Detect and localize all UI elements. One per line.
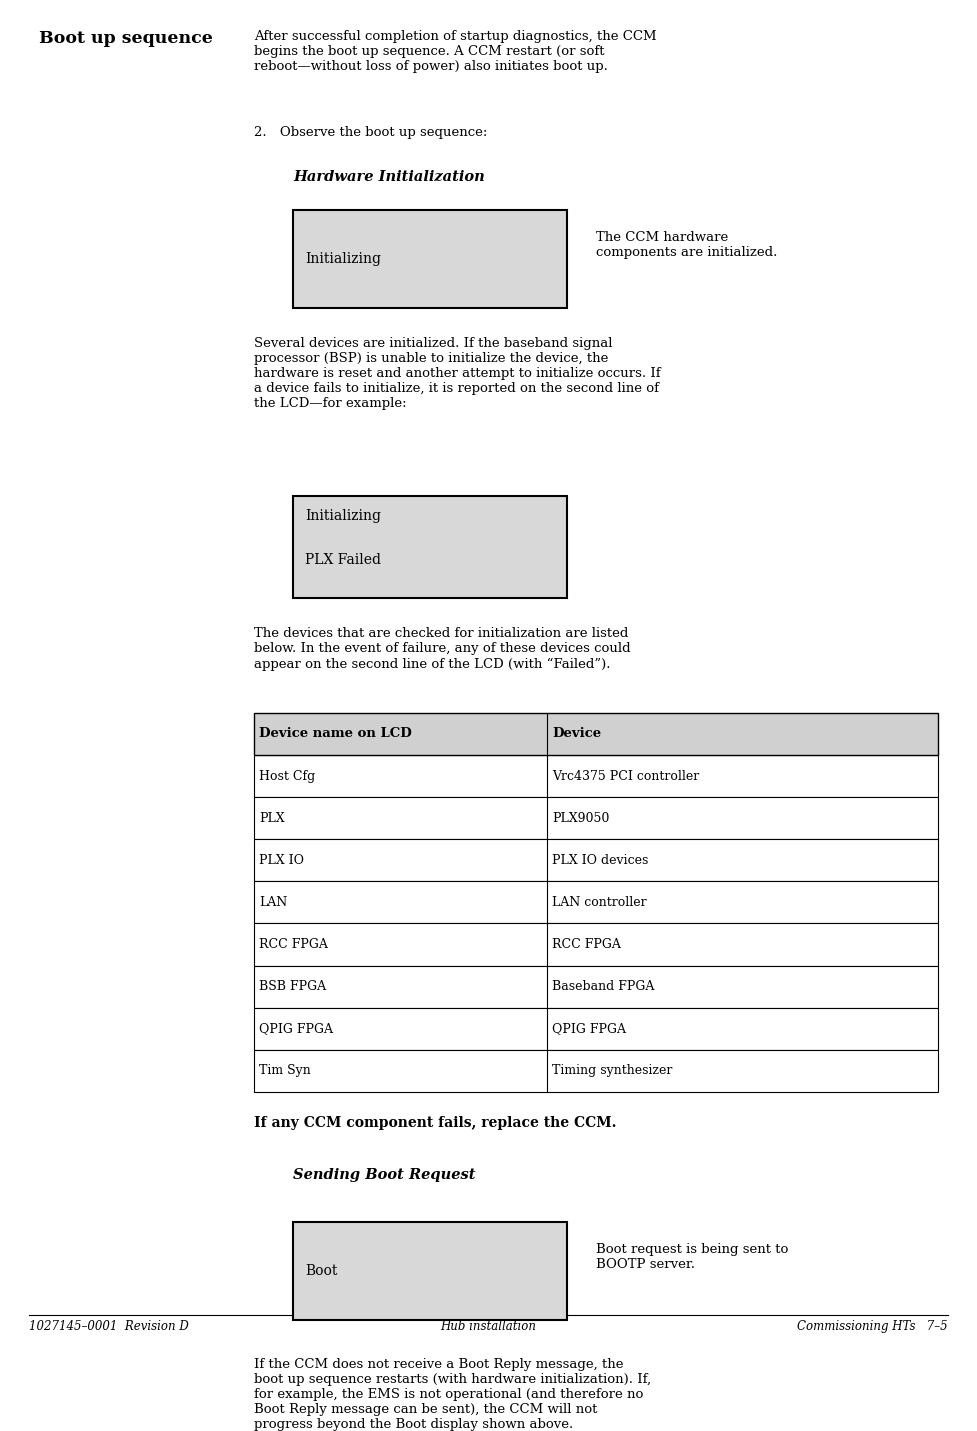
Text: BSB FPGA: BSB FPGA (259, 980, 326, 993)
FancyBboxPatch shape (254, 713, 938, 756)
Text: Hub installation: Hub installation (441, 1319, 536, 1332)
Text: LAN: LAN (259, 896, 287, 909)
Text: Timing synthesizer: Timing synthesizer (552, 1065, 672, 1078)
Text: The CCM hardware
components are initialized.: The CCM hardware components are initiali… (596, 230, 778, 259)
Text: 2. Observe the boot up sequence:: 2. Observe the boot up sequence: (254, 126, 488, 139)
Text: Boot up sequence: Boot up sequence (39, 30, 213, 47)
FancyBboxPatch shape (254, 1050, 938, 1092)
Text: Vrc4375 PCI controller: Vrc4375 PCI controller (552, 770, 700, 783)
Text: PLX IO devices: PLX IO devices (552, 854, 649, 867)
Text: 1027145–0001  Revision D: 1027145–0001 Revision D (29, 1319, 190, 1332)
Text: If any CCM component fails, replace the CCM.: If any CCM component fails, replace the … (254, 1116, 616, 1130)
Text: PLX9050: PLX9050 (552, 811, 610, 824)
Text: QPIG FPGA: QPIG FPGA (552, 1022, 626, 1035)
FancyBboxPatch shape (293, 210, 567, 308)
Text: The devices that are checked for initialization are listed
below. In the event o: The devices that are checked for initial… (254, 627, 630, 671)
Text: PLX IO: PLX IO (259, 854, 304, 867)
FancyBboxPatch shape (254, 923, 938, 966)
Text: If the CCM does not receive a Boot Reply message, the
boot up sequence restarts : If the CCM does not receive a Boot Reply… (254, 1358, 651, 1431)
Text: PLX: PLX (259, 811, 284, 824)
FancyBboxPatch shape (254, 797, 938, 839)
FancyBboxPatch shape (293, 1222, 567, 1319)
FancyBboxPatch shape (293, 495, 567, 598)
Text: RCC FPGA: RCC FPGA (259, 937, 327, 952)
Text: Boot request is being sent to
BOOTP server.: Boot request is being sent to BOOTP serv… (596, 1242, 788, 1271)
Text: Device name on LCD: Device name on LCD (259, 727, 411, 740)
Text: QPIG FPGA: QPIG FPGA (259, 1022, 333, 1035)
Text: Commissioning HTs   7–5: Commissioning HTs 7–5 (797, 1319, 948, 1332)
FancyBboxPatch shape (254, 1007, 938, 1050)
Text: Sending Boot Request: Sending Boot Request (293, 1168, 476, 1182)
FancyBboxPatch shape (254, 756, 938, 797)
FancyBboxPatch shape (254, 881, 938, 923)
Text: Initializing: Initializing (305, 509, 381, 524)
FancyBboxPatch shape (254, 839, 938, 881)
Text: Baseband FPGA: Baseband FPGA (552, 980, 655, 993)
Text: LAN controller: LAN controller (552, 896, 647, 909)
Text: Tim Syn: Tim Syn (259, 1065, 311, 1078)
Text: Several devices are initialized. If the baseband signal
processor (BSP) is unabl: Several devices are initialized. If the … (254, 336, 660, 409)
Text: Initializing: Initializing (305, 252, 381, 266)
Text: Host Cfg: Host Cfg (259, 770, 316, 783)
Text: PLX Failed: PLX Failed (305, 552, 381, 567)
Text: RCC FPGA: RCC FPGA (552, 937, 620, 952)
FancyBboxPatch shape (254, 966, 938, 1007)
Text: After successful completion of startup diagnostics, the CCM
begins the boot up s: After successful completion of startup d… (254, 30, 657, 73)
Text: Boot: Boot (305, 1264, 337, 1278)
Text: Device: Device (552, 727, 601, 740)
Text: Hardware Initialization: Hardware Initialization (293, 170, 485, 183)
